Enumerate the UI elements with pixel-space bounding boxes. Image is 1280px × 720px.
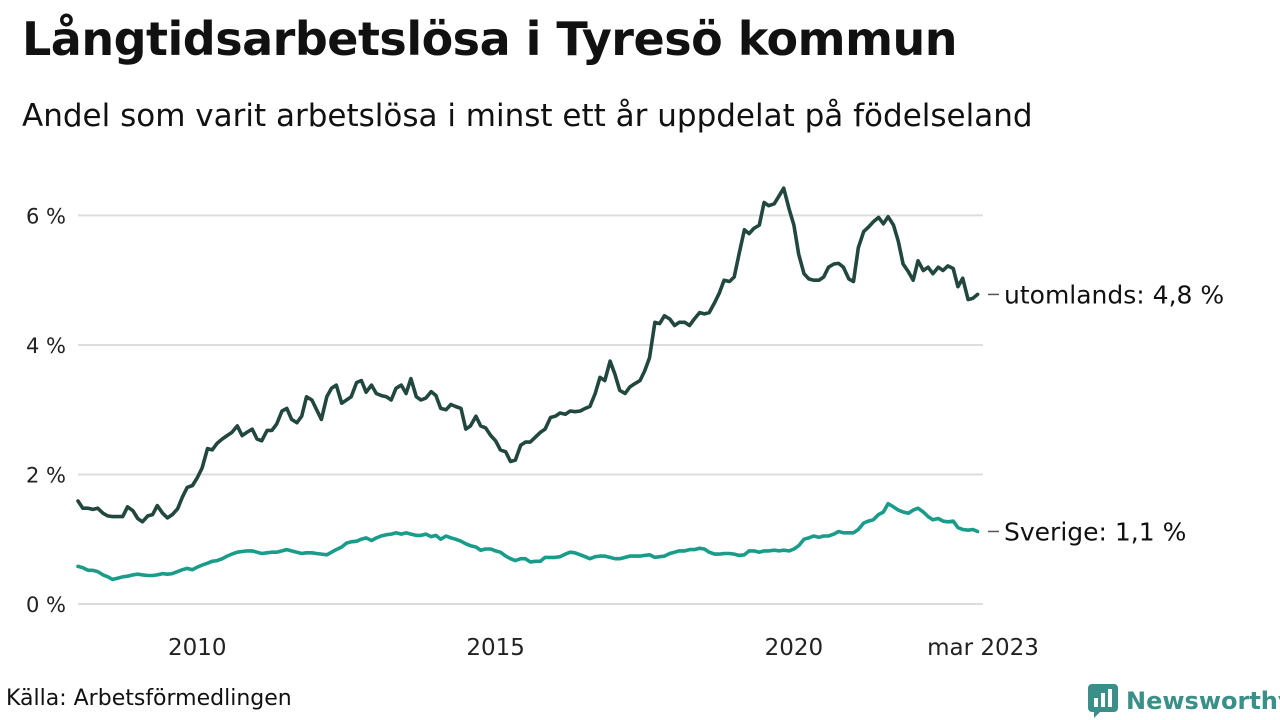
chart-title: Långtidsarbetslösa i Tyresö kommun — [22, 12, 958, 66]
y-tick-label: 0 % — [26, 593, 66, 617]
series-line-utomlands — [76, 186, 980, 524]
y-tick-label: 6 % — [26, 204, 66, 228]
series-end-label: utomlands: 4,8 % — [1004, 280, 1224, 309]
series-line-sverige — [76, 501, 980, 582]
series-end-label: Sverige: 1,1 % — [1004, 517, 1186, 546]
y-tick-label: 4 % — [26, 334, 66, 358]
grid-lines — [78, 214, 983, 605]
x-tick-label: 2015 — [466, 635, 525, 661]
y-axis-ticks: 0 % 2 % 4 % 6 % — [26, 204, 66, 617]
x-tick-label: 2010 — [168, 635, 227, 661]
x-tick-label: mar 2023 — [927, 635, 1039, 661]
newsworthy-logo[interactable]: Newsworthy — [1088, 684, 1280, 718]
source-note: Källa: Arbetsförmedlingen — [6, 686, 292, 711]
chart-subtitle: Andel som varit arbetslösa i minst ett å… — [22, 98, 1033, 134]
x-axis-ticks: 2010 2015 2020 mar 2023 — [168, 635, 1039, 661]
series-end-labels: utomlands: 4,8 % Sverige: 1,1 % — [988, 280, 1224, 546]
logo-bar-2 — [1101, 693, 1105, 707]
y-tick-label: 2 % — [26, 463, 66, 487]
logo-bar-1 — [1094, 698, 1098, 707]
x-tick-label: 2020 — [765, 635, 824, 661]
series-lines — [76, 186, 980, 582]
brand-name: Newsworthy — [1126, 687, 1280, 715]
newsworthy-logo-icon — [1088, 684, 1118, 718]
logo-bar-3 — [1108, 689, 1112, 707]
